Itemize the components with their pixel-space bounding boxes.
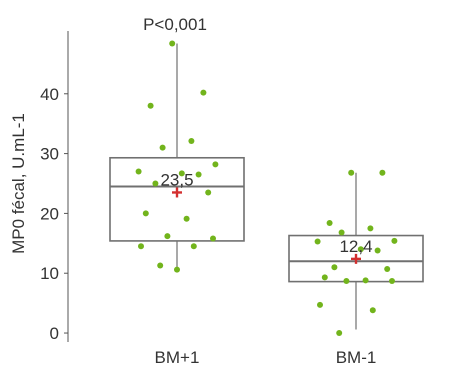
data-point [367, 225, 374, 232]
category-label: BM+1 [155, 348, 200, 365]
data-point [138, 243, 144, 250]
data-point [135, 168, 142, 175]
data-point [338, 229, 345, 236]
data-point [212, 161, 219, 168]
data-point [336, 330, 343, 337]
y-tick-label: 40 [40, 85, 59, 104]
data-point [195, 171, 202, 178]
data-point [183, 215, 190, 222]
data-point [169, 40, 176, 47]
data-point [348, 169, 355, 176]
data-point [326, 219, 333, 226]
data-point [200, 89, 207, 96]
data-point [190, 243, 197, 250]
data-point [188, 138, 195, 145]
data-point [210, 235, 216, 242]
data-point [159, 144, 166, 151]
data-point [389, 277, 395, 284]
data-point [317, 301, 323, 308]
y-tick-label: 30 [40, 145, 59, 164]
y-axis-title: MP0 fécal, U.mL-1 [9, 113, 28, 254]
y-tick-label: 20 [40, 204, 59, 223]
data-point [357, 246, 364, 253]
data-point [384, 266, 391, 273]
data-point [147, 102, 154, 109]
data-point [152, 180, 159, 187]
data-point [142, 210, 149, 217]
data-point [314, 238, 321, 245]
data-point [178, 170, 185, 177]
data-point [205, 189, 212, 196]
data-point [331, 264, 338, 271]
box-rect [109, 156, 245, 242]
data-point [379, 169, 386, 176]
mean-value-label: 12,4 [339, 237, 372, 256]
data-point [343, 277, 350, 284]
y-tick-label: 10 [40, 264, 59, 283]
data-point [369, 307, 376, 314]
p-value-annotation: P<0,001 [143, 15, 207, 34]
data-point [374, 247, 381, 254]
data-point [164, 233, 171, 240]
data-point [174, 266, 180, 273]
data-point [321, 274, 328, 281]
y-tick-label: 0 [50, 324, 59, 343]
mean-value-label: 23,5 [160, 170, 193, 189]
data-point [391, 237, 398, 244]
category-label: BM-1 [336, 348, 377, 365]
data-point [362, 277, 369, 284]
data-point [157, 262, 164, 269]
